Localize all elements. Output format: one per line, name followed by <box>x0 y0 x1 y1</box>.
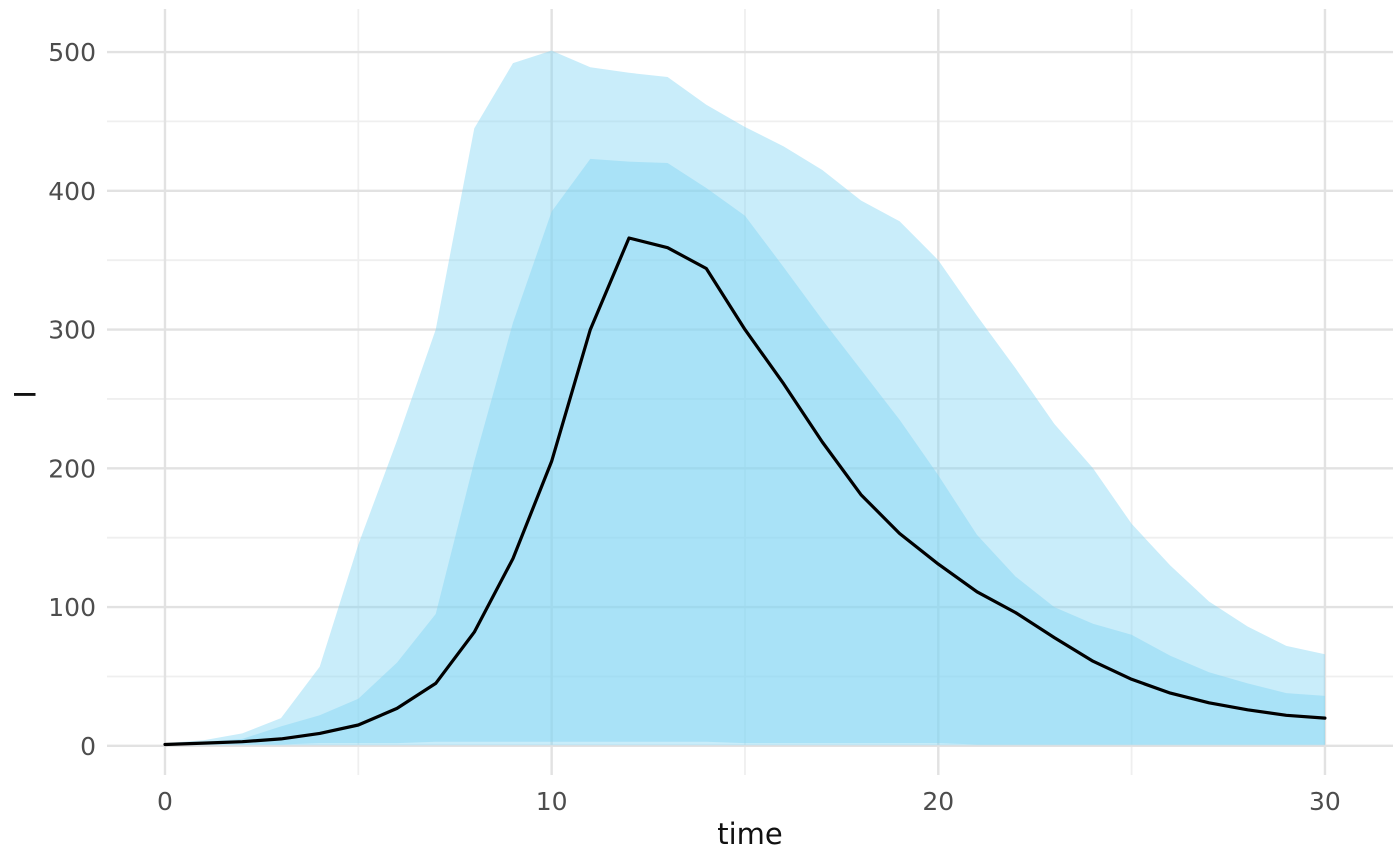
y-tick-label: 100 <box>48 593 96 622</box>
y-axis-title: I <box>8 390 43 399</box>
y-tick-label: 0 <box>80 732 96 761</box>
x-tick-label: 20 <box>922 787 954 816</box>
x-axis-title: time <box>717 817 783 851</box>
ribbon-outer-interval <box>165 50 1325 746</box>
y-tick-label: 400 <box>48 177 96 206</box>
y-tick-label: 500 <box>48 38 96 67</box>
x-tick-label: 30 <box>1309 787 1341 816</box>
y-tick-label: 200 <box>48 454 96 483</box>
ribbon-inner-interval <box>165 158 1325 745</box>
median-line <box>163 236 1327 747</box>
x-tick-label: 0 <box>157 787 173 816</box>
x-tick-label: 10 <box>536 787 568 816</box>
y-tick-label: 300 <box>48 316 96 345</box>
